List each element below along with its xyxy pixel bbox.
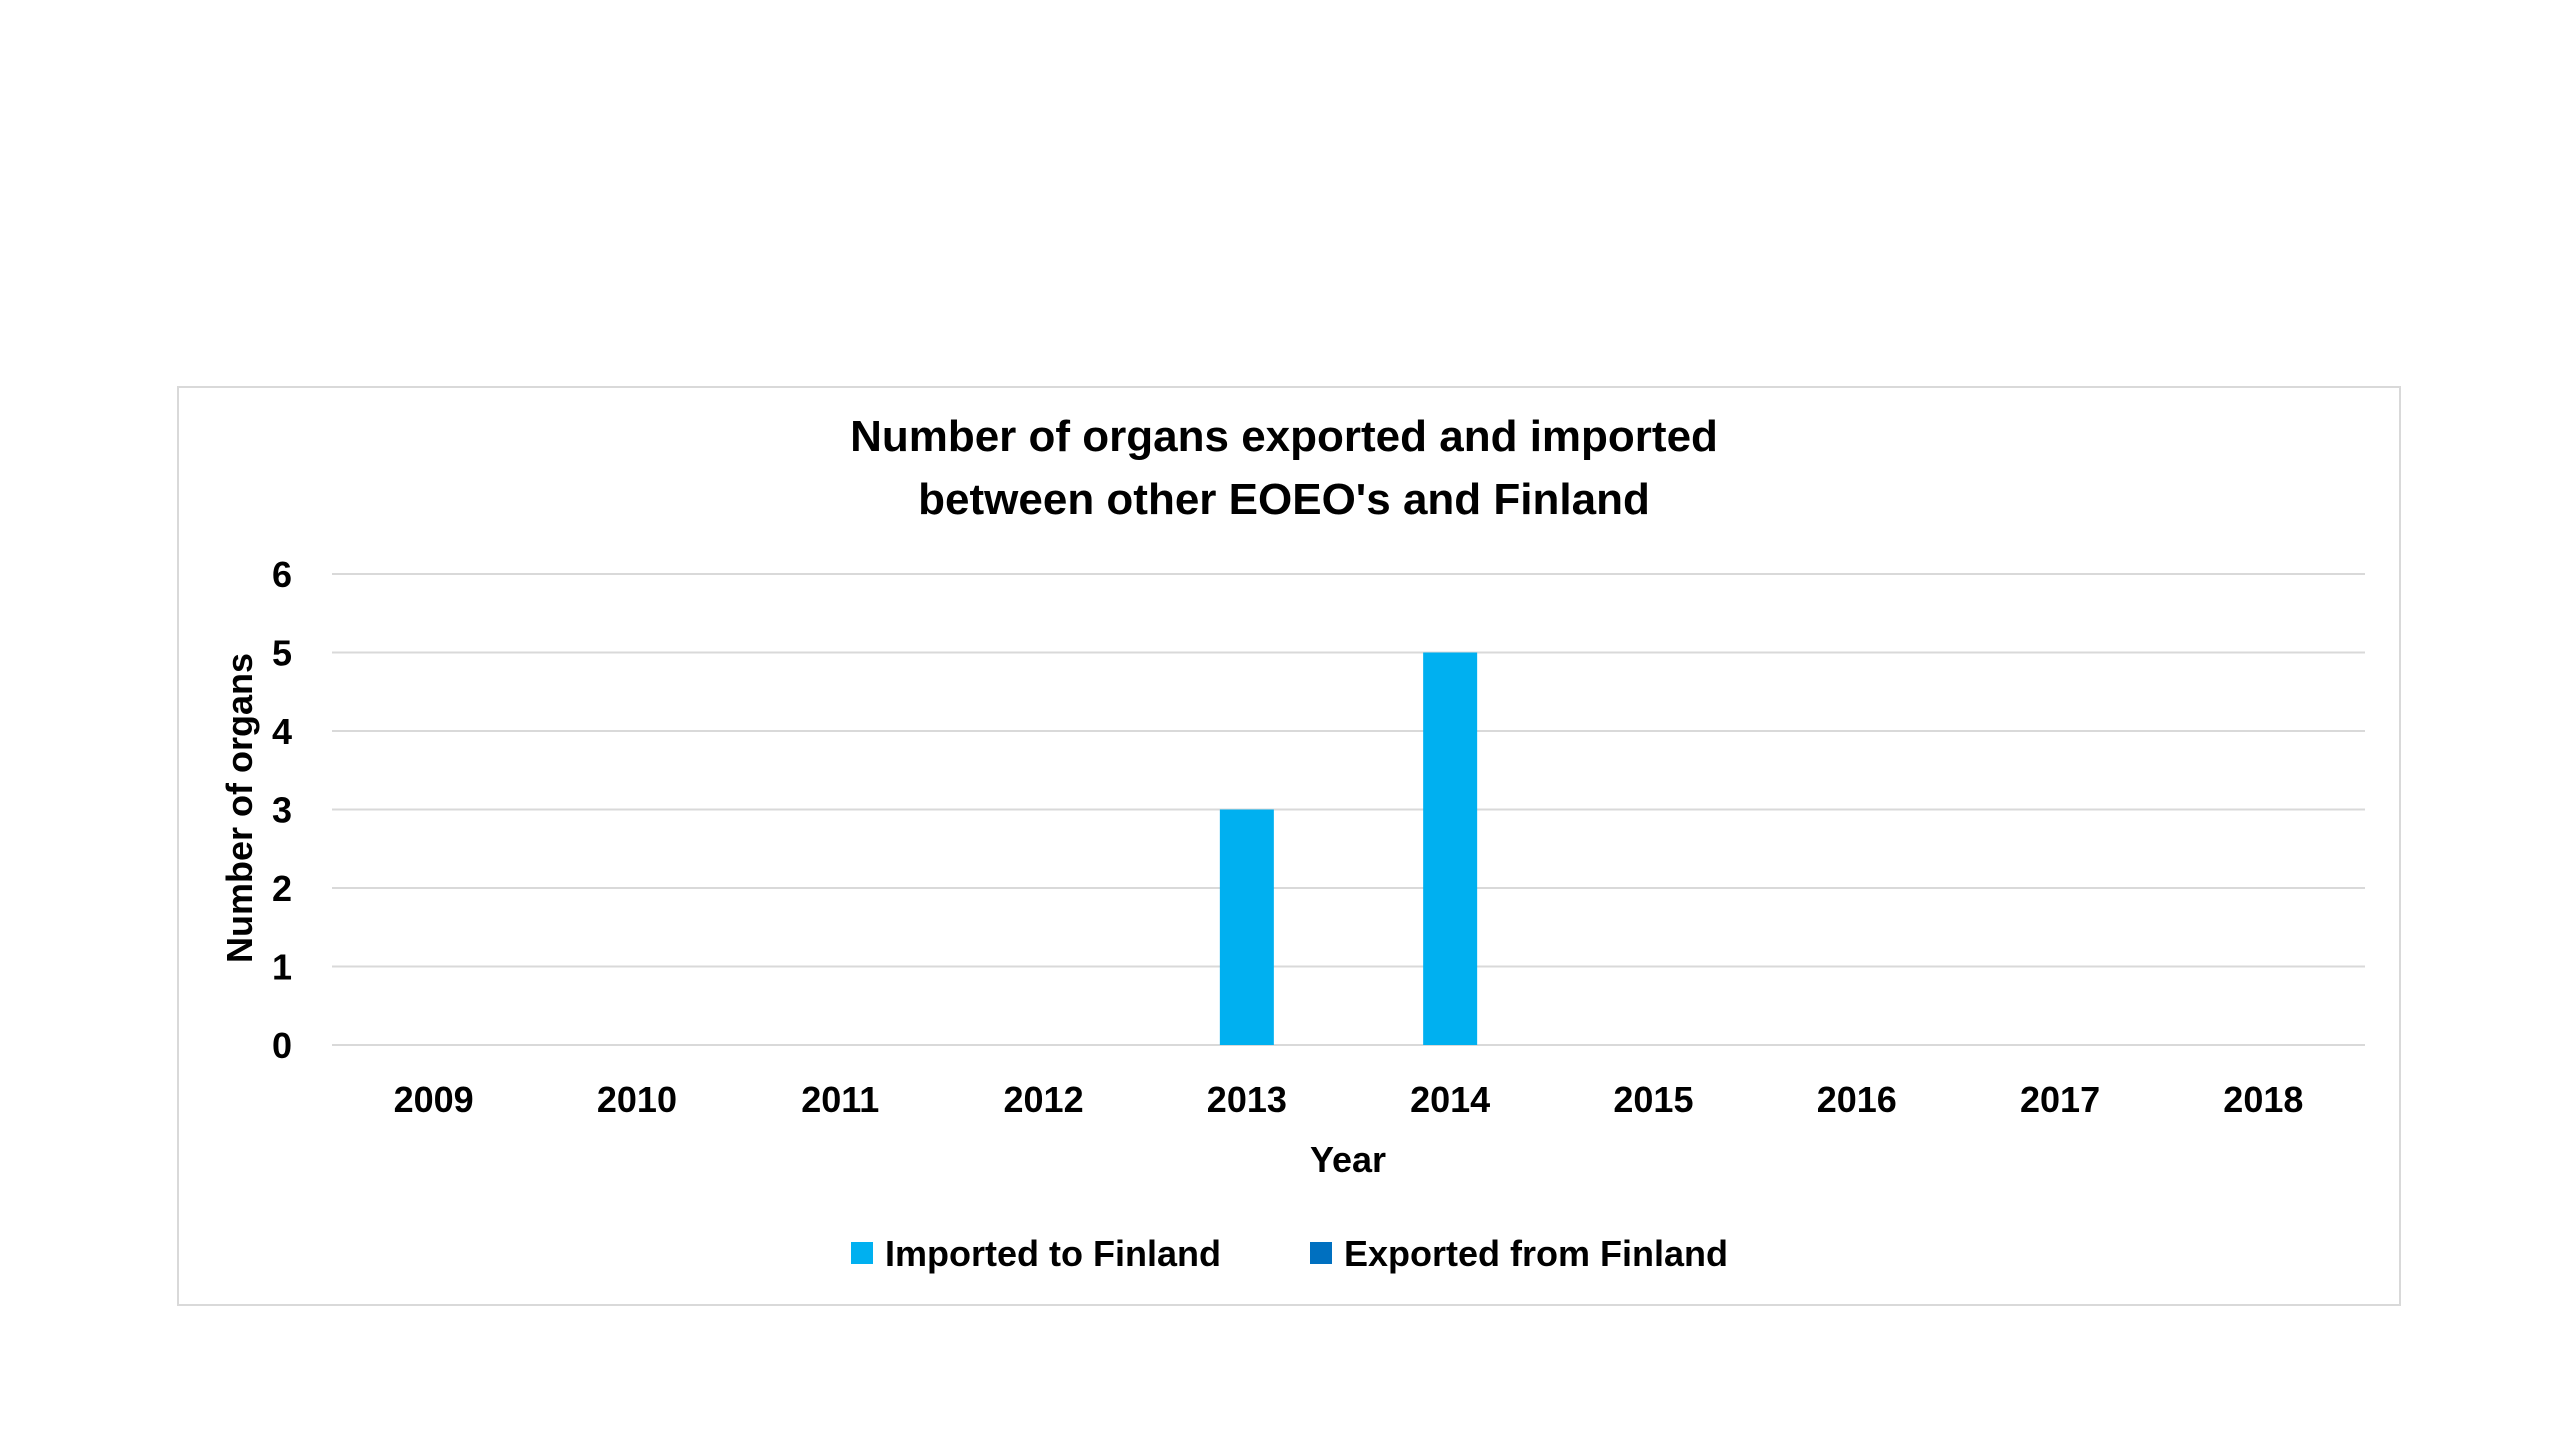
x-tick-label: 2009 xyxy=(394,1079,474,1120)
x-tick-label: 2018 xyxy=(2223,1079,2303,1120)
legend-swatch xyxy=(1310,1242,1332,1264)
x-tick-label: 2014 xyxy=(1410,1079,1490,1120)
y-tick-label: 3 xyxy=(272,790,292,831)
gridlines xyxy=(332,573,2365,1046)
chart-title-line-1: Number of organs exported and imported xyxy=(850,412,1718,461)
legend-label: Exported from Finland xyxy=(1344,1233,1728,1274)
legend: Imported to Finland Exported from Finland xyxy=(851,1233,1728,1274)
y-tick-label: 0 xyxy=(272,1025,292,1066)
y-axis-ticks: 0 1 2 3 4 5 6 xyxy=(272,554,292,1066)
x-tick-label: 2012 xyxy=(1004,1079,1084,1120)
y-tick-label: 2 xyxy=(272,868,292,909)
chart-area xyxy=(177,386,2401,1306)
y-tick-label: 6 xyxy=(272,554,292,595)
bars xyxy=(1219,652,1478,1045)
x-tick-label: 2016 xyxy=(1817,1079,1897,1120)
x-tick-label: 2015 xyxy=(1613,1079,1693,1120)
bar-2013-0 xyxy=(1219,809,1274,1045)
y-tick-label: 4 xyxy=(272,711,292,752)
x-axis-ticks: 2009 2010 2011 2012 2013 2014 2015 2016 2017 2018 xyxy=(394,1079,2304,1120)
bar-2014-0 xyxy=(1423,652,1478,1045)
x-tick-label: 2017 xyxy=(2020,1079,2100,1120)
legend-swatch xyxy=(851,1242,873,1264)
y-tick-label: 1 xyxy=(272,947,292,988)
chart-title: Number of organs exported and imported b… xyxy=(850,412,1718,524)
x-tick-label: 2013 xyxy=(1207,1079,1287,1120)
y-axis-label: Number of organs xyxy=(219,653,260,963)
x-axis-label: Year xyxy=(1310,1139,1386,1180)
x-tick-label: 2011 xyxy=(801,1079,879,1120)
legend-label: Imported to Finland xyxy=(885,1233,1221,1274)
chart-title-line-2: between other EOEO's and Finland xyxy=(918,475,1650,524)
y-tick-label: 5 xyxy=(272,633,292,674)
x-tick-label: 2010 xyxy=(597,1079,677,1120)
